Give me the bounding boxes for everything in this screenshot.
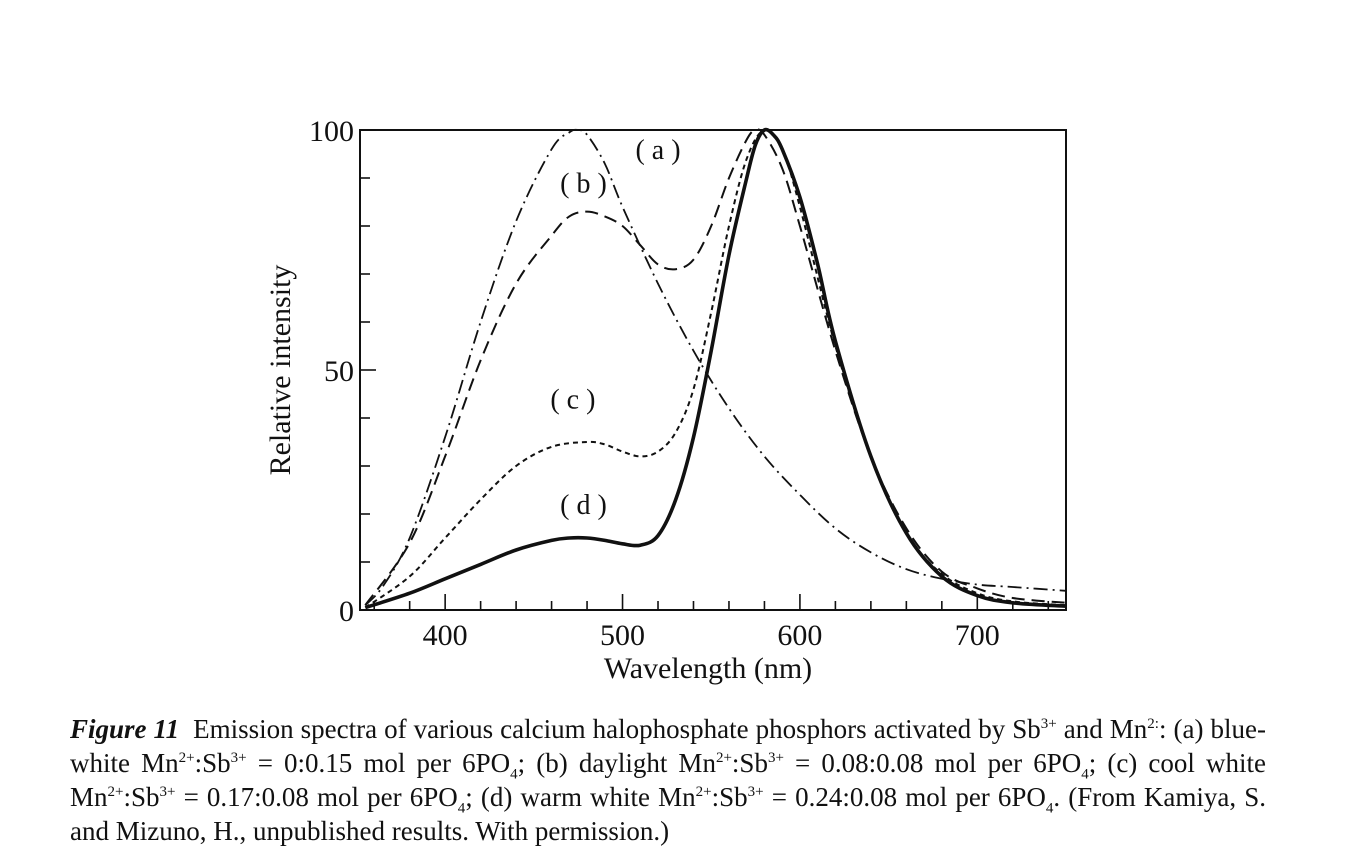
series-line-c (364, 128, 1067, 609)
caption-text: = 0.24:0.08 mol per 6PO (763, 782, 1046, 812)
curve-label-a: ( a ) (635, 135, 680, 166)
caption-sub: 4 (1045, 800, 1054, 817)
caption-text: . (From Kamiya, S. and Mizuno, H., unpub… (70, 782, 1266, 846)
plot-frame (359, 129, 1067, 611)
caption-sup: 3+ (747, 784, 764, 800)
caption-sup: 3+ (1040, 716, 1057, 732)
x-tick-label: 400 (423, 619, 468, 652)
plot-border (359, 129, 1067, 611)
caption-text: ; (d) warm white Mn (465, 782, 696, 812)
y-tick-label: 50 (324, 355, 354, 388)
caption-sup: 2+ (695, 784, 712, 800)
caption-sup: 2+ (715, 750, 732, 766)
caption-text: :Sb (731, 748, 768, 778)
x-tick-label: 600 (777, 619, 822, 652)
caption-text: :Sb (123, 782, 160, 812)
series-line-d (364, 127, 1067, 610)
caption-sup: 3+ (159, 784, 176, 800)
series-line-b (364, 128, 1067, 606)
caption-text: = 0.08:0.08 mol per 6PO (783, 748, 1082, 778)
caption-text: ; (b) daylight Mn (517, 748, 716, 778)
y-tick-label: 100 (309, 115, 354, 148)
caption-text: = 0:0.15 mol per 6PO (246, 748, 511, 778)
figure-label: Figure 11 (70, 714, 180, 744)
tick-layer: 400 500 600 700 0 50 100 (309, 115, 1050, 652)
label-layer: ( a ) ( b ) ( c ) ( d ) (550, 135, 680, 521)
caption-sup: 3+ (767, 750, 784, 766)
caption-sup: 3+ (230, 750, 247, 766)
x-axis-label: Wavelength (nm) (604, 652, 812, 685)
caption-sup: 2: (1147, 716, 1159, 732)
figure-caption: Figure 11 Emission spectra of various cal… (70, 712, 1266, 848)
x-tick-label: 700 (955, 619, 1000, 652)
curve-label-b: ( b ) (560, 168, 607, 199)
caption-sub: 4 (510, 766, 518, 783)
caption-sup: 2+ (107, 784, 124, 800)
y-axis-label: Relative intensity (264, 265, 297, 476)
caption-text: : (a) blue-white Mn (70, 714, 1266, 778)
series-line-a (364, 128, 1067, 606)
caption-sub: 4 (457, 800, 466, 817)
caption-text: :Sb (194, 748, 231, 778)
caption-text: ; (c) cool white Mn (70, 748, 1266, 812)
curve-label-d: ( d ) (560, 490, 607, 521)
caption-text: = 0.17:0.08 mol per 6PO (175, 782, 458, 812)
x-tick-label: 500 (600, 619, 645, 652)
series-layer (364, 127, 1067, 610)
caption-text: :Sb (711, 782, 748, 812)
y-tick-label: 0 (339, 595, 354, 628)
caption-sup: 2+ (178, 750, 195, 766)
caption-sub: 4 (1081, 766, 1089, 783)
caption-text: Emission spectra of various calcium halo… (193, 714, 1041, 744)
caption-text: and Mn (1056, 714, 1148, 744)
curve-label-c: ( c ) (550, 384, 595, 415)
